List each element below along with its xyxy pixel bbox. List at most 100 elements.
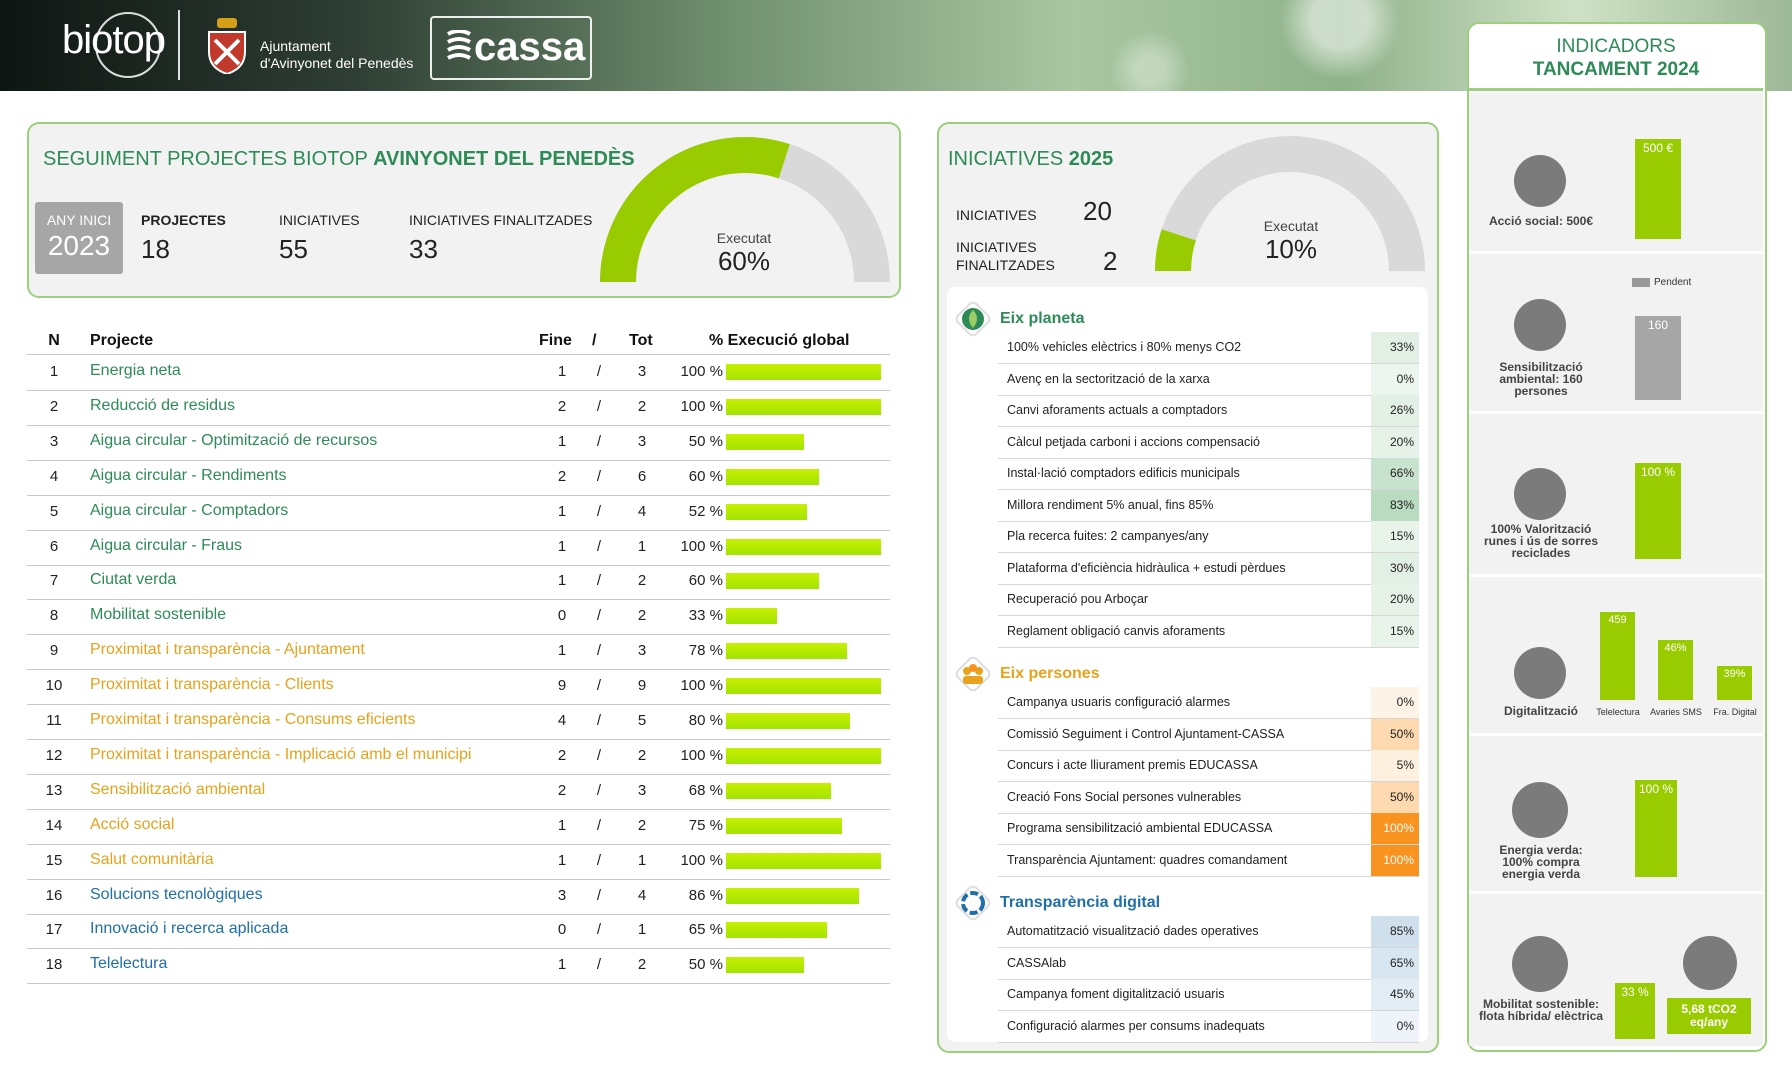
network-icon (1514, 647, 1566, 699)
initiative-percent: 85% (1371, 916, 1419, 947)
row-project-name[interactable]: Salut comunitària (90, 850, 214, 868)
start-year-badge: ANY INICI 2023 (35, 202, 123, 274)
row-finished: 9 (557, 677, 567, 695)
initiatives-title: INICIATIVES 2025 (948, 148, 1113, 171)
row-project-name[interactable]: Mobilitat sostenible (90, 606, 227, 624)
row-finished: 1 (557, 642, 567, 660)
row-finished: 2 (557, 781, 567, 799)
row-project-name[interactable]: Aigua circular - Comptadors (90, 501, 289, 519)
initiative-row: 100% vehicles elèctrics i 80% menys CO2 3… (998, 332, 1419, 364)
mobility-label: Mobilitat sostenible: flota híbrida/ elè… (1478, 997, 1604, 1023)
cart-icon (1514, 468, 1566, 520)
table-row: 17 Innovació i recerca aplicada 0 / 1 65 % (27, 913, 890, 950)
row-project-name[interactable]: Aigua circular - Fraus (90, 536, 243, 554)
row-slash: / (596, 921, 602, 939)
row-progress-bar (726, 713, 850, 729)
row-percent: 100 % (680, 677, 723, 695)
row-finished: 1 (557, 537, 567, 555)
mobility-bar-value: 33 % (1621, 985, 1649, 999)
row-total: 6 (637, 467, 647, 485)
projects-label: PROJECTES (141, 212, 226, 228)
row-project-name[interactable]: Solucions tecnològiques (90, 885, 263, 903)
municipality-line1: Ajuntament (260, 38, 331, 54)
col-header-n: N (48, 332, 60, 349)
initiative-percent: 50% (1371, 718, 1419, 750)
initiative-percent: 33% (1371, 332, 1419, 363)
row-project-name[interactable]: Acció social (90, 815, 175, 833)
axis-title: Eix planeta (1000, 310, 1085, 327)
row-finished: 1 (557, 851, 567, 869)
row-percent: 100 % (680, 397, 723, 415)
row-progress-bar (726, 817, 843, 834)
tracking-gauge-value: 60% (717, 246, 771, 276)
row-slash: / (596, 607, 602, 625)
row-slash: / (596, 816, 602, 834)
row-slash: / (596, 712, 602, 729)
initiative-text: Pla recerca fuites: 2 campanyes/any (1007, 529, 1209, 543)
row-progress-bar (726, 503, 807, 520)
cassa-waves-icon (447, 30, 471, 60)
row-project-name[interactable]: Proximitat i transparència - Consums efi… (90, 711, 416, 728)
axis-title: Transparència digital (1000, 894, 1161, 911)
row-progress-bar (726, 922, 827, 939)
cassa-logo: cassa (430, 16, 592, 80)
row-project-name[interactable]: Innovació i recerca aplicada (90, 920, 289, 938)
row-percent: 52 % (688, 502, 723, 520)
row-total: 4 (637, 502, 647, 520)
start-year-label: ANY INICI (46, 212, 112, 228)
col-header-finished: Fine (539, 332, 572, 349)
initiative-row: Programa sensibilització ambiental EDUCA… (998, 813, 1419, 845)
co2-badge: 5,68 tCO2 eq/any (1667, 998, 1751, 1034)
initiative-row: Campanya usuaris configuració alarmes 0% (998, 687, 1419, 719)
row-project-name[interactable]: Telelectura (90, 955, 168, 973)
row-progress-bar (726, 538, 881, 555)
table-row: 16 Solucions tecnològiques 3 / 4 86 % (27, 879, 890, 915)
row-progress-bar (726, 364, 881, 380)
row-total: 5 (637, 712, 647, 729)
municipality-line2: d'Avinyonet del Penedès (260, 55, 414, 71)
tracking-title-bold: AVINYONET DEL PENEDÈS (373, 148, 635, 170)
row-project-name[interactable]: Energia neta (90, 362, 181, 379)
initiative-percent: 66% (1371, 458, 1419, 489)
initiative-row: Campanya foment digitalització usuaris 45… (998, 979, 1419, 1011)
row-finished: 1 (557, 432, 567, 450)
initiative-row: Millora rendiment 5% anual, fins 85% 83% (998, 489, 1419, 522)
row-project-name[interactable]: Sensibilització ambiental (90, 780, 266, 798)
social-bar-value: 500 € (1642, 141, 1674, 155)
telelectura-bar: 459 (1600, 612, 1635, 700)
initiative-percent: 65% (1371, 947, 1419, 979)
table-row: 14 Acció social 1 / 2 75 % (27, 809, 890, 845)
row-project-name[interactable]: Aigua circular - Optimització de recurso… (90, 431, 378, 449)
hand-coin-icon (1514, 155, 1566, 207)
row-slash: / (596, 467, 602, 485)
row-number: 1 (49, 363, 59, 380)
initiative-percent: 100% (1371, 844, 1419, 876)
tracking-gauge-label: Executat (716, 230, 772, 246)
row-percent: 86 % (688, 886, 723, 904)
initiative-percent: 20% (1371, 584, 1419, 615)
row-project-name[interactable]: Aigua circular - Rendiments (90, 466, 287, 484)
initiative-percent: 0% (1371, 1010, 1419, 1042)
tracking-gauge (600, 137, 890, 283)
row-project-name[interactable]: Reducció de residus (90, 396, 235, 414)
row-finished: 3 (557, 886, 567, 904)
row-project-name[interactable]: Proximitat i transparència - Ajuntament (90, 641, 365, 659)
initiative-row: Automatització visualització dades opera… (998, 916, 1419, 948)
recycling-bar-value: 100 % (1640, 465, 1676, 479)
awareness-bar-value: 160 (1647, 318, 1669, 332)
row-project-name[interactable]: Proximitat i transparència - Implicació … (90, 745, 472, 763)
initiatives-count-value: 20 (1083, 196, 1112, 226)
initiative-row: CASSAlab 65% (998, 947, 1419, 980)
row-percent: 50 % (688, 432, 723, 450)
digital-invoice-bar: 39% (1717, 666, 1752, 700)
row-project-name[interactable]: Ciutat verda (90, 571, 177, 589)
row-progress-bar (726, 468, 819, 485)
row-progress-bar (726, 852, 881, 869)
row-slash: / (596, 537, 602, 555)
table-row: 9 Proximitat i transparència - Ajuntament… (27, 634, 890, 671)
col-header-total: Tot (629, 332, 653, 349)
row-project-name[interactable]: Proximitat i transparència - Clients (90, 676, 334, 694)
tracking-gauge-fill (600, 137, 790, 283)
row-progress-bar (726, 887, 860, 904)
initiative-row: Reglament obligació canvis aforaments 15% (998, 615, 1419, 648)
